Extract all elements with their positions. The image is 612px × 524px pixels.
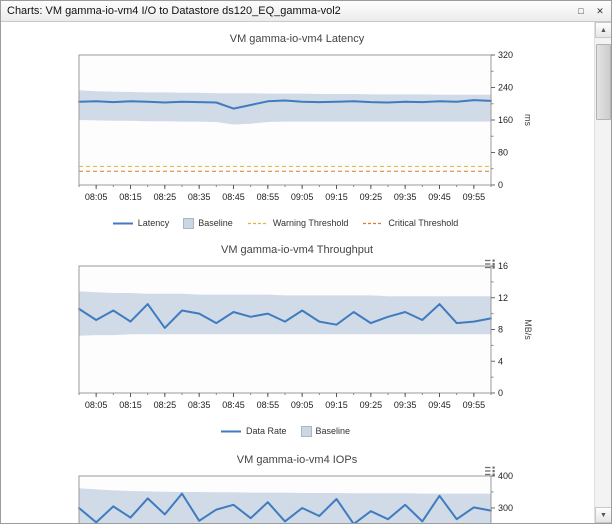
latency-chart-plot: 0 80 160 240 320 ms 08:05 08:15 08:25 08:35 08:45 0… [78, 50, 533, 202]
x-tick-label: 08:35 [188, 400, 211, 410]
chart-options-icon-glyph [485, 466, 495, 476]
legend-label: Data Rate [245, 426, 287, 436]
y-tick-label: 80 [498, 148, 508, 158]
legend-item: Baseline [183, 217, 233, 229]
x-tick-label: 08:55 [257, 192, 280, 202]
maximize-button[interactable]: □ [578, 6, 584, 16]
throughput-chart-title: VM gamma-io-vm4 Throughput [220, 244, 374, 256]
x-tick-label: 09:05 [291, 192, 314, 202]
scroll-down-button[interactable]: ▼ [595, 507, 611, 523]
y-tick-label: 0 [498, 180, 503, 190]
x-tick-label: 09:15 [325, 400, 348, 410]
y-tick-label: 160 [498, 115, 513, 125]
vertical-scrollbar[interactable]: ▲ ▼ [594, 22, 611, 523]
x-tick-label: 08:05 [85, 400, 108, 410]
latency-chart-legend: Latency Baseline Warning Threshold Critical… [79, 214, 491, 232]
x-tick-label: 09:45 [428, 400, 451, 410]
legend-sample-band [300, 425, 312, 437]
y-tick-label: 240 [498, 83, 513, 93]
y-tick-label: 12 [498, 293, 508, 303]
iops-chart-block: VM gamma-io-vm4 IOPs 010020030040008:050… [1, 440, 593, 523]
y-tick-label: 400 [498, 471, 513, 481]
x-tick-label: 09:55 [463, 400, 486, 410]
x-tick-label: 09:25 [360, 192, 383, 202]
x-tick-label: 09:55 [463, 192, 486, 202]
x-tick-label: 09:25 [360, 400, 383, 410]
y-axis-label: MB/s [523, 319, 533, 340]
legend-label: Baseline [198, 218, 233, 228]
x-tick-label: 09:45 [428, 192, 451, 202]
iops-chart-plot: 010020030040008:0508:1508:2508:3508:4508… [78, 471, 513, 523]
throughput-chart-block: VM gamma-io-vm4 Throughput 0 4 8 12 16 MB/s 08… [1, 232, 593, 440]
chart-options-icon[interactable] [484, 464, 496, 476]
legend-item: Baseline [300, 425, 351, 437]
legend-item: Data Rate [220, 426, 287, 436]
legend-sample-threshold [363, 222, 384, 224]
x-tick-label: 08:35 [188, 192, 211, 202]
legend-item: Critical Threshold [362, 218, 458, 228]
x-tick-label: 08:45 [222, 400, 245, 410]
x-tick-label: 08:05 [85, 192, 108, 202]
chart-options-icon[interactable] [484, 257, 496, 269]
close-button[interactable]: ✕ [596, 5, 604, 16]
legend-sample-threshold [247, 222, 268, 224]
x-tick-label: 08:45 [222, 192, 245, 202]
x-tick-label: 09:05 [291, 400, 314, 410]
x-tick-label: 08:25 [154, 400, 177, 410]
window-title: Charts: VM gamma-io-vm4 I/O to Datastore… [7, 5, 341, 17]
legend-item: Latency [112, 218, 170, 228]
charts-content: VM gamma-io-vm4 Latency 0 80 160 240 320 ms 08… [1, 22, 593, 523]
window-titlebar: Charts: VM gamma-io-vm4 I/O to Datastore… [1, 1, 611, 22]
y-tick-label: 0 [498, 388, 503, 398]
iops-chart-title: VM gamma-io-vm4 IOPs [236, 454, 358, 466]
legend-sample-line [112, 222, 133, 224]
x-tick-label: 09:15 [325, 192, 348, 202]
throughput-chart-plot: 0 4 8 12 16 MB/s 08:05 08:15 08:25 08:35 08:45 08:5… [78, 261, 533, 410]
legend-sample-line [220, 430, 241, 432]
throughput-chart-legend: Data Rate Baseline [79, 422, 491, 440]
y-tick-label: 300 [498, 503, 513, 513]
chart-options-icon-glyph [485, 259, 495, 269]
legend-label: Latency [137, 218, 170, 228]
y-tick-label: 4 [498, 356, 503, 366]
y-tick-label: 320 [498, 50, 513, 60]
legend-label: Baseline [315, 426, 351, 436]
legend-label: Critical Threshold [388, 218, 459, 228]
x-tick-label: 08:15 [119, 192, 142, 202]
x-tick-label: 09:35 [394, 400, 417, 410]
latency-chart-title: VM gamma-io-vm4 Latency [229, 33, 365, 45]
latency-chart-block: VM gamma-io-vm4 Latency 0 80 160 240 320 ms 08… [1, 22, 593, 232]
legend-sample-band [183, 217, 195, 229]
y-tick-label: 16 [498, 261, 508, 271]
scrollbar-thumb[interactable] [596, 44, 611, 120]
scroll-up-button[interactable]: ▲ [595, 22, 611, 38]
x-tick-label: 08:25 [154, 192, 177, 202]
x-tick-label: 08:55 [257, 400, 280, 410]
legend-item: Warning Threshold [247, 218, 349, 228]
y-tick-label: 8 [498, 325, 503, 335]
x-tick-label: 09:35 [394, 192, 417, 202]
y-axis-label: ms [523, 114, 533, 126]
legend-label: Warning Threshold [272, 218, 349, 228]
x-tick-label: 08:15 [119, 400, 142, 410]
